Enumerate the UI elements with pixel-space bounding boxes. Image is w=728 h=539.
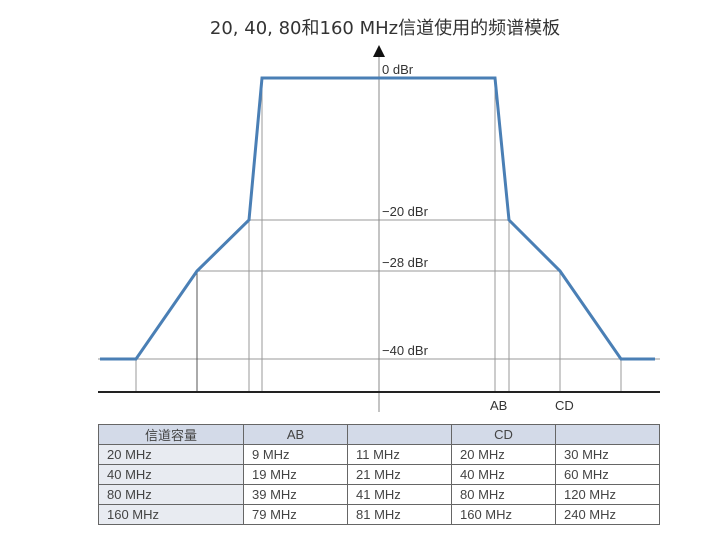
label-cd: CD xyxy=(555,398,574,413)
cell: 79 MHz xyxy=(243,504,348,525)
cell: 160 MHz xyxy=(451,504,556,525)
table-row: 80 MHz 39 MHz 41 MHz 80 MHz 120 MHz xyxy=(98,484,660,505)
label-minus28dbr: −28 dBr xyxy=(382,255,429,270)
cell: 19 MHz xyxy=(243,464,348,485)
table-row: 160 MHz 79 MHz 81 MHz 160 MHz 240 MHz xyxy=(98,504,660,525)
header-cd: CD xyxy=(451,424,556,445)
diagram-title: 20, 40, 80和160 MHz信道使用的频谱模板 xyxy=(209,18,561,39)
header-channel-width: 信道容量 xyxy=(98,424,244,445)
spectrum-mask-line xyxy=(100,76,655,361)
cell: 20 MHz xyxy=(451,444,556,465)
header-ab: AB xyxy=(243,424,348,445)
cell: 39 MHz xyxy=(243,484,348,505)
table-row: 20 MHz 9 MHz 11 MHz 20 MHz 30 MHz xyxy=(98,444,660,465)
cell: 30 MHz xyxy=(555,444,660,465)
label-minus20dbr: −20 dBr xyxy=(382,204,429,219)
cell: 41 MHz xyxy=(347,484,452,505)
cell: 81 MHz xyxy=(347,504,452,525)
cell: 240 MHz xyxy=(555,504,660,525)
cell: 20 MHz xyxy=(98,444,244,465)
cell: 40 MHz xyxy=(451,464,556,485)
label-0dbr: 0 dBr xyxy=(382,62,414,77)
header-ab-2 xyxy=(347,424,452,445)
channel-table: 信道容量 AB CD 20 MHz 9 MHz 11 MHz 20 MHz 30… xyxy=(98,424,660,525)
cell: 21 MHz xyxy=(347,464,452,485)
label-minus40dbr: −40 dBr xyxy=(382,343,429,358)
header-cd-2 xyxy=(555,424,660,445)
cell: 60 MHz xyxy=(555,464,660,485)
table-header-row: 信道容量 AB CD xyxy=(98,424,660,445)
y-axis-arrow xyxy=(373,45,385,57)
cell: 160 MHz xyxy=(98,504,244,525)
label-ab: AB xyxy=(490,398,507,413)
cell: 80 MHz xyxy=(98,484,244,505)
cell: 80 MHz xyxy=(451,484,556,505)
cell: 40 MHz xyxy=(98,464,244,485)
cell: 9 MHz xyxy=(243,444,348,465)
cell: 120 MHz xyxy=(555,484,660,505)
table-row: 40 MHz 19 MHz 21 MHz 40 MHz 60 MHz xyxy=(98,464,660,485)
cell: 11 MHz xyxy=(347,444,452,465)
